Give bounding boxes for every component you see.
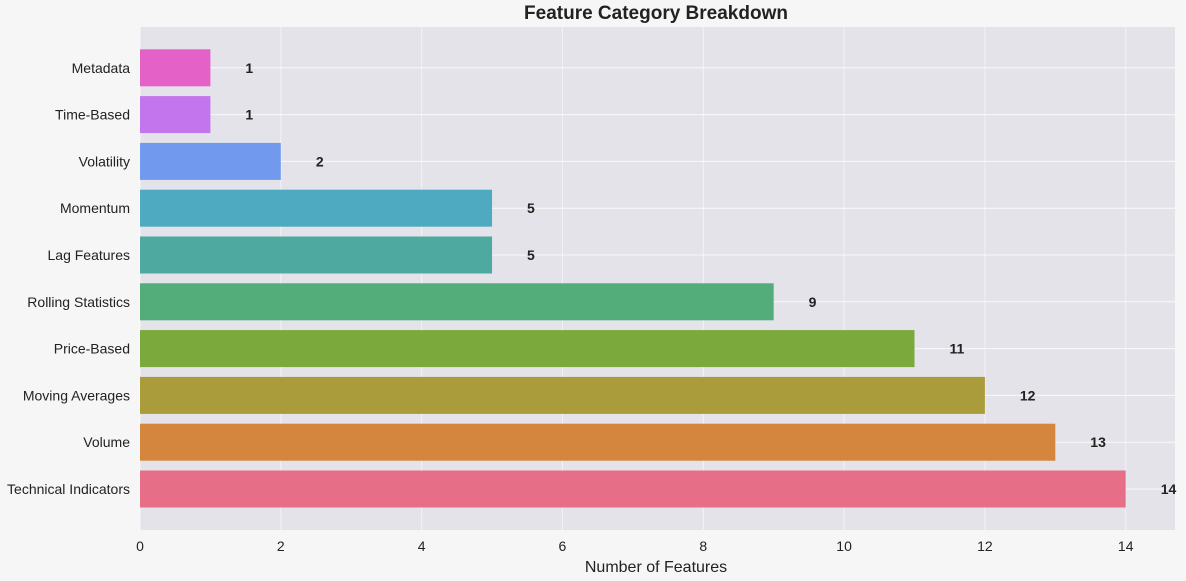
bar-rolling-statistics [140,283,774,321]
data-label: 5 [527,200,535,216]
y-tick-label: Rolling Statistics [27,294,130,310]
y-tick-label: Technical Indicators [7,481,130,497]
data-label: 1 [245,107,253,123]
data-label: 2 [316,153,324,169]
x-tick-label: 6 [559,538,567,554]
x-axis-label: Number of Features [585,559,727,576]
x-tick-label: 0 [136,538,144,554]
bar-moving-averages [140,376,985,414]
data-label: 14 [1161,481,1177,497]
chart-title: Feature Category Breakdown [524,3,788,24]
x-tick-label: 10 [836,538,852,554]
y-tick-label: Momentum [60,200,130,216]
x-tick-label: 2 [277,538,285,554]
data-label: 11 [949,341,964,357]
bar-volatility [140,142,281,180]
y-tick-label: Metadata [72,60,131,76]
y-tick-label: Price-Based [54,341,130,357]
bar-metadata [140,49,211,87]
y-tick-label: Volume [83,434,130,450]
data-label: 12 [1020,387,1036,403]
x-tick-label: 8 [699,538,707,554]
bar-volume [140,423,1056,461]
y-tick-label: Volatility [79,153,130,169]
data-label: 5 [527,247,535,263]
x-tick-label: 14 [1118,538,1134,554]
y-tick-label: Moving Averages [23,387,130,403]
bars [140,49,1126,508]
bar-lag-features [140,236,493,274]
data-label: 9 [809,294,817,310]
data-label: 1 [245,60,253,76]
y-tick-label: Time-Based [55,107,130,123]
bar-time-based [140,96,211,134]
y-tick-label: Lag Features [48,247,131,263]
y-axis-tick-labels: Technical Indicators Volume Moving Average… [7,60,130,497]
bar-price-based [140,330,915,368]
data-label: 13 [1090,434,1106,450]
bar-technical-indicators [140,470,1126,508]
x-axis-tick-labels: 0 2 4 6 8 10 12 14 [136,538,1134,554]
x-tick-label: 12 [977,538,993,554]
x-tick-label: 4 [418,538,426,554]
bar-momentum [140,189,493,227]
